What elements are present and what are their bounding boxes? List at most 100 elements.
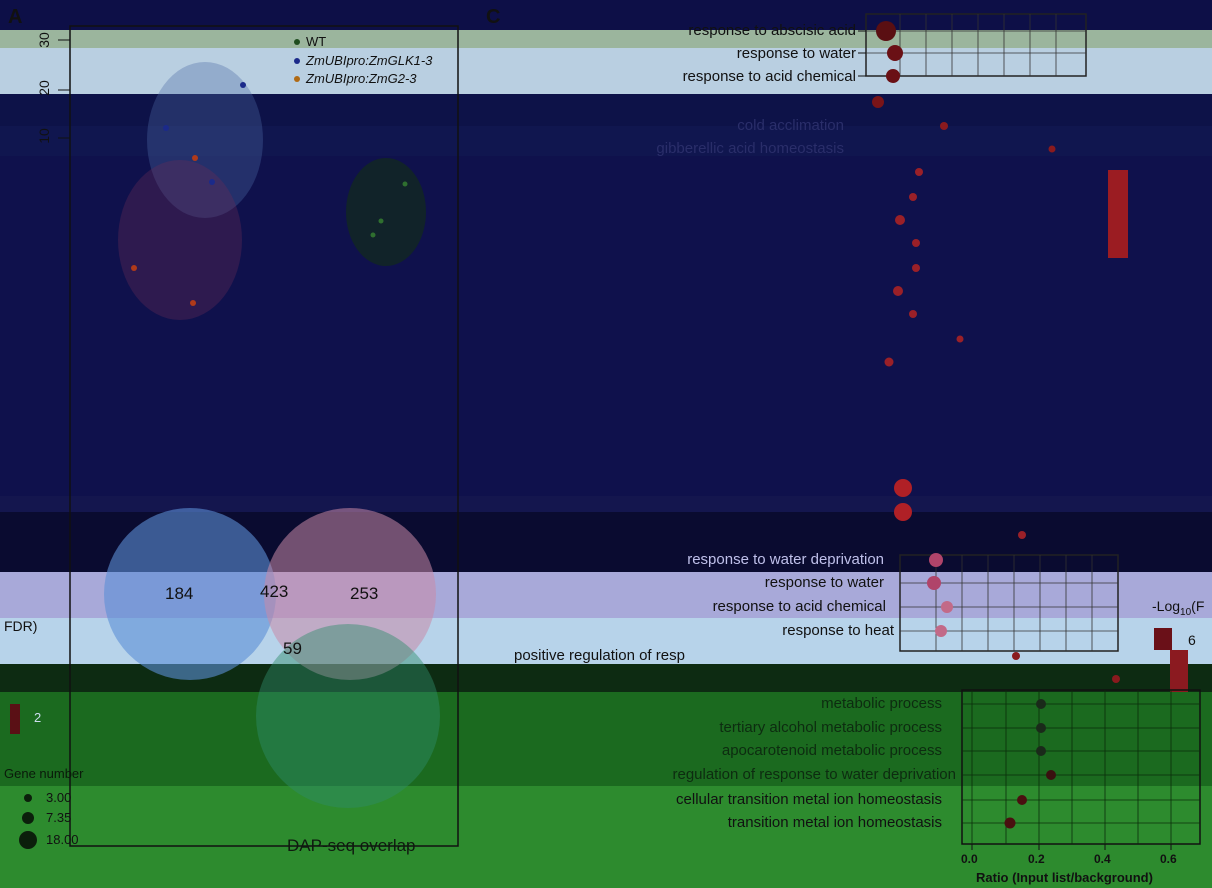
pca-frame [69,25,459,847]
legend-marker-g2 [294,76,300,82]
go-dot [894,503,912,521]
venn-count-ab: 423 [260,582,289,601]
go-term-label: gibberellic acid homeostasis [656,140,844,157]
scale-value: 2 [34,710,42,725]
go-dot [884,357,894,367]
pca-ellipse-wt [346,158,426,266]
go-term-label: response to heat [782,622,894,639]
go-dot [1112,675,1120,683]
go-mid-frame [899,554,1119,652]
x-tick: 0.2 [1028,852,1045,866]
x-tick: 0.6 [1160,852,1177,866]
go-term-label: tertiary alcohol metabolic process [719,719,942,736]
go-dot [927,576,941,590]
pca-point [131,265,137,271]
pca-point [378,218,384,224]
legend-label-wt: WT [306,34,327,49]
go-dot [893,286,903,296]
band-green-1 [0,692,1212,786]
go-dot [872,96,884,108]
go-term-label: metabolic process [821,695,942,712]
venn-count-b: 253 [350,584,379,603]
venn-count-abc: 59 [283,639,302,658]
band-light-blue [0,48,1212,94]
x-tick: 0.4 [1094,852,1111,866]
venn-count-a: 184 [165,584,194,603]
go-dot [1004,817,1016,829]
x-tick: 0.0 [961,852,978,866]
go-dot [940,122,948,130]
band-top-green [0,30,1212,48]
go-term-label: transition metal ion homeostasis [727,814,942,831]
go-dot [909,310,917,318]
pca-point [370,232,376,238]
band-navy-2 [0,126,1212,156]
go-dot [956,335,964,343]
venn-circle-b [264,508,436,680]
neglog-label: -Log10(F [1152,598,1205,618]
go-term-label: regulation of response to water deprivat… [672,766,956,783]
legend-label-glk1: ZmUBIpro:ZmGLK1-3 [306,53,433,68]
legend-marker-glk1 [294,58,300,64]
x-axis-label: Ratio (Input list/background) [976,870,1153,885]
go-dot [912,239,920,247]
go-dot [909,193,917,201]
go-term-label: response to abscisic acid [688,22,856,39]
pca-ytick: 10 [35,128,52,144]
gene-size-label: 3.00 [46,790,72,805]
go-term-label: response to water deprivation [687,551,884,568]
band-navy-3 [0,156,1212,496]
go-term-label: positive regulation of resp [514,647,685,664]
go-dot [929,553,943,567]
venn-circle-c [256,624,440,808]
band-green-2 [0,786,1212,888]
go-bottom-frame [961,689,1201,845]
legend-label-g2: ZmUBIpro:ZmG2-3 [306,71,417,86]
pca-ellipse-glk1 [147,62,263,218]
colorbar-segment [1108,170,1128,258]
go-dot [876,21,896,41]
legend-marker-wt [294,39,300,45]
colorbar-segment [1154,628,1172,650]
fdr-label: FDR) [4,618,38,634]
gene-number-title: Gene number [4,766,84,781]
go-term-label: response to water [764,574,884,591]
pca-ellipse-g2 [118,160,242,320]
go-dot [941,601,953,613]
colorbar-segment [10,704,20,734]
go-dot [935,625,947,637]
gene-size-label: 7.35 [46,810,72,825]
go-dot [1036,723,1046,733]
pca-point [209,179,215,185]
go-term-label: cold acclimation [737,117,844,134]
pca-point [402,181,408,187]
pca-point [163,125,169,131]
go-dot [912,264,920,272]
go-dot [1046,770,1056,780]
panel-letter-a: A [8,6,23,28]
pca-ytick: 30 [35,32,52,48]
go-dot [915,168,923,176]
venn-circle-a [104,508,276,680]
go-dot [1012,652,1020,660]
go-top-frame [865,13,1087,77]
go-dot [1017,795,1027,805]
pca-point [192,155,198,161]
go-term-label: response to acid chemical [712,598,886,615]
band-navy-1 [0,94,1212,126]
go-term-label: apocarotenoid metabolic process [721,742,942,759]
go-term-label: cellular transition metal ion homeostasi… [676,791,942,808]
scale-value: 6 [1188,632,1196,648]
gene-size-label: 18.00 [46,832,79,847]
go-dot [1018,531,1026,539]
go-dot [1036,746,1046,756]
go-dot [887,45,903,61]
gene-size-marker-medium [22,812,34,824]
gene-size-marker-large [19,831,37,849]
go-term-label: response to acid chemical [682,68,856,85]
panel-letter-c: C [486,6,501,28]
pca-point [240,82,246,88]
go-dot [886,69,900,83]
gene-size-marker-small [24,794,32,802]
